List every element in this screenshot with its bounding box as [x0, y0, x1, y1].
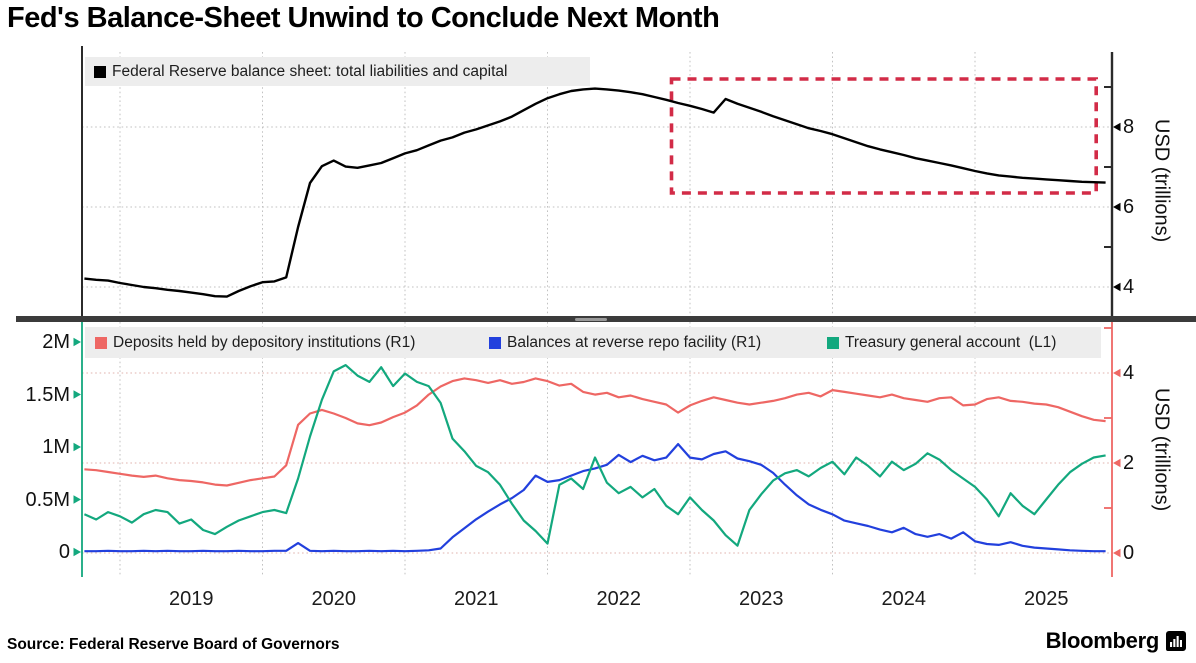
highlight-dashed-box [669, 77, 1099, 195]
axis-title-bottom: USD (trillions) [1150, 387, 1173, 512]
series-line-treasury-general-account [83, 364, 1106, 547]
legend-swatch-tga [827, 336, 839, 349]
page-title: Fed's Balance-Sheet Unwind to Conclude N… [7, 2, 720, 34]
legend-swatch-reverse-repo [489, 336, 501, 349]
y-tick-label-bottom-left: 2M [42, 331, 70, 353]
legend-swatch-balance-sheet [94, 65, 106, 78]
y-tick-label-bottom-left: 1.5M [25, 383, 70, 406]
legend-item-reverse-repo: Balances at reverse repo facility (R1) [489, 327, 761, 358]
legend-label-tga: Treasury general account (L1) [845, 333, 1057, 351]
bloomberg-mark-icon [1166, 631, 1186, 651]
axis-title-wrap-bottom: USD (trillions) [1138, 322, 1184, 577]
legend-swatch-deposits [95, 336, 107, 349]
x-tick-label-year: 2021 [454, 588, 499, 610]
x-tick-label-year: 2019 [169, 588, 214, 610]
series-line-deposits-depository-institutions [84, 377, 1106, 487]
series-line-fed-balance-sheet-total [84, 87, 1106, 298]
axis-title-top: USD (trillions) [1150, 119, 1173, 243]
panel-divider [16, 316, 1196, 322]
legend-label-deposits: Deposits held by depository institutions… [113, 333, 416, 351]
y-tick-label-bottom-right: 0 [1123, 542, 1135, 564]
y-tick-label-top: 6 [1123, 196, 1135, 218]
top-panel-series [84, 87, 1106, 298]
legend-label-balance-sheet: Federal Reserve balance sheet: total lia… [112, 62, 508, 80]
y-tick-label-bottom-right: 4 [1123, 362, 1135, 384]
brand-wordmark: Bloomberg [1045, 628, 1160, 653]
axis-spines [81, 46, 1114, 577]
legend-top: Federal Reserve balance sheet: total lia… [85, 57, 590, 86]
x-tick-label-year: 2022 [596, 588, 642, 610]
axis-ticks [73, 86, 1121, 558]
brand-logo: Bloomberg [1046, 628, 1186, 654]
y-tick-label-bottom-left: 1M [42, 436, 70, 458]
legend-item-tga: Treasury general account (L1) [827, 327, 1056, 358]
y-tick-label-top: 8 [1123, 116, 1135, 138]
series-line-reverse-repo-balances [84, 443, 1106, 553]
legend-bottom: Deposits held by depository institutions… [85, 327, 1101, 358]
axis-title-wrap-top: USD (trillions) [1138, 46, 1184, 316]
legend-item-deposits: Deposits held by depository institutions… [95, 327, 415, 358]
x-tick-label-year: 2025 [1024, 588, 1069, 610]
divider-drag-handle[interactable] [575, 317, 607, 321]
x-tick-label-year: 2020 [311, 588, 357, 610]
bottom-panel-series [83, 364, 1106, 553]
y-tick-label-bottom-left: 0 [58, 541, 70, 563]
legend-label-reverse-repo: Balances at reverse repo facility (R1) [507, 333, 762, 351]
y-tick-label-bottom-left: 0.5M [25, 488, 70, 511]
vertical-gridlines [119, 52, 976, 577]
x-tick-label-year: 2024 [881, 588, 927, 610]
y-tick-label-bottom-right: 2 [1123, 452, 1135, 474]
x-tick-label-year: 2023 [739, 588, 784, 610]
source-text: Source: Federal Reserve Board of Governo… [7, 636, 340, 653]
y-tick-label-top: 4 [1123, 276, 1135, 298]
